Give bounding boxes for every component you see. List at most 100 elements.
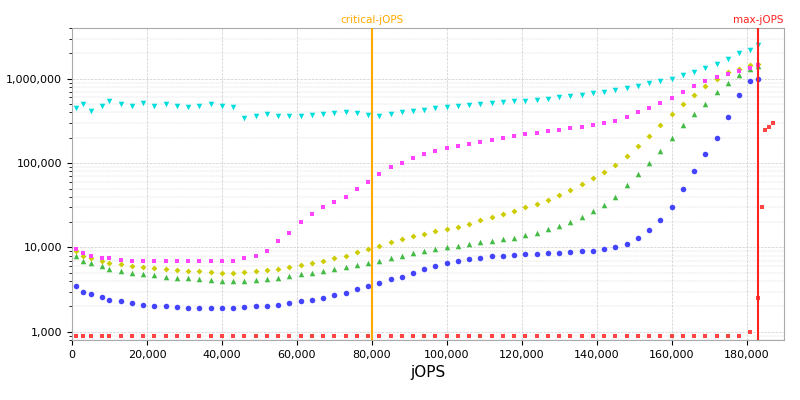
min [733,332,746,339]
min [215,332,228,339]
median [429,263,442,269]
median [159,303,172,310]
99-th percentile [339,194,352,200]
median [261,302,274,309]
Text: max-jOPS: max-jOPS [733,15,783,25]
min [744,329,757,335]
99-th percentile [553,126,566,133]
90-th percentile [193,276,206,282]
90-th percentile [451,242,464,249]
99-th percentile [699,78,712,84]
median [508,252,521,258]
median [451,257,464,264]
95-th percentile [553,192,566,198]
min [306,332,318,339]
95-th percentile [193,268,206,275]
90-th percentile [328,266,341,272]
90-th percentile [710,89,723,95]
max [170,102,183,109]
max [486,100,498,106]
95-th percentile [486,214,498,220]
99-th percentile [148,257,161,264]
min [328,332,341,339]
95-th percentile [642,133,655,139]
99-th percentile [688,83,701,89]
min [373,332,386,339]
95-th percentile [751,61,764,67]
99-th percentile [508,133,521,139]
90-th percentile [350,262,363,268]
min [294,332,307,339]
99-th percentile [429,148,442,154]
max [654,78,666,84]
min [654,332,666,339]
min [137,332,150,339]
max [95,102,108,109]
99-th percentile [474,138,487,145]
95-th percentile [70,248,82,254]
95-th percentile [429,228,442,235]
95-th percentile [103,260,116,266]
90-th percentile [103,266,116,272]
95-th percentile [77,252,90,259]
90-th percentile [722,80,734,86]
max [751,42,764,48]
max [530,97,543,103]
90-th percentile [261,276,274,282]
max [328,110,341,116]
95-th percentile [440,226,453,232]
95-th percentile [95,257,108,264]
median [384,276,397,282]
max [114,101,127,107]
min [564,332,577,339]
median [418,266,430,272]
min [70,332,82,339]
90-th percentile [77,257,90,264]
max [283,113,296,120]
90-th percentile [751,63,764,70]
median [553,250,566,256]
min [631,332,644,339]
90-th percentile [463,241,476,247]
median [70,283,82,289]
99-th percentile [451,143,464,149]
99-th percentile [238,255,250,261]
min [451,332,464,339]
99-th percentile [70,246,82,252]
99-th percentile [328,198,341,205]
99-th percentile [159,257,172,264]
95-th percentile [665,111,678,118]
90-th percentile [418,248,430,254]
95-th percentile [84,255,97,261]
max [193,102,206,109]
median [250,303,262,310]
max [642,80,655,87]
median [751,76,764,82]
max [306,112,318,118]
90-th percentile [250,277,262,283]
max [609,87,622,94]
90-th percentile [609,194,622,200]
99-th percentile [114,256,127,263]
99-th percentile [542,128,554,134]
median [440,260,453,266]
95-th percentile [530,200,543,207]
median [486,253,498,259]
min [84,332,97,339]
95-th percentile [182,268,194,274]
min [530,332,543,339]
min [114,332,127,339]
median [294,298,307,304]
min [77,332,90,339]
median [373,280,386,286]
95-th percentile [744,62,757,68]
median [542,250,554,257]
95-th percentile [575,181,588,188]
max [575,91,588,98]
95-th percentile [170,267,183,273]
median [103,296,116,303]
95-th percentile [204,269,217,275]
median [77,288,90,295]
median [699,150,712,157]
95-th percentile [328,255,341,261]
